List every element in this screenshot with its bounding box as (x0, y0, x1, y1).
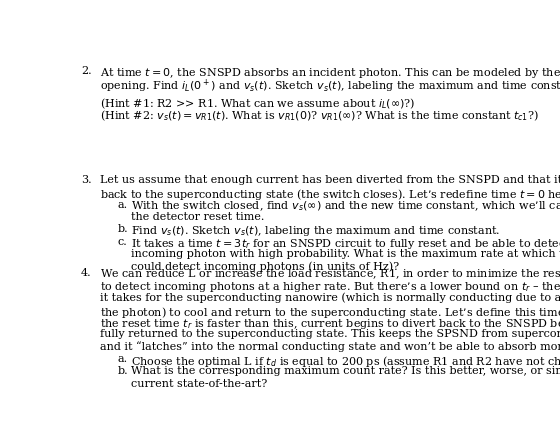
Text: back to the superconducting state (the switch closes). Let’s redefine time $t = : back to the superconducting state (the s… (100, 187, 560, 202)
Text: it takes for the superconducting nanowire (which is normally conducting due to a: it takes for the superconducting nanowir… (100, 292, 560, 303)
Text: With the switch closed, find $v_s(\infty)$ and the new time constant, which we’l: With the switch closed, find $v_s(\infty… (130, 200, 560, 213)
Text: the photon) to cool and return to the superconducting state. Let’s define this t: the photon) to cool and return to the su… (100, 305, 560, 320)
Text: to detect incoming photons at a higher rate. But there’s a lower bound on $t_r$ : to detect incoming photons at a higher r… (100, 280, 560, 294)
Text: Find $v_s(t)$. Sketch $v_s(t)$, labeling the maximum and time constant.: Find $v_s(t)$. Sketch $v_s(t)$, labeling… (130, 224, 500, 238)
Text: opening. Find $i_L(0^+)$ and $v_s(t)$. Sketch $v_s(t)$, labeling the maximum and: opening. Find $i_L(0^+)$ and $v_s(t)$. S… (100, 78, 560, 95)
Text: could detect incoming photons (in units of Hz)?: could detect incoming photons (in units … (130, 261, 399, 272)
Text: It takes a time $t = 3t_r$ for an SNSPD circuit to fully reset and be able to de: It takes a time $t = 3t_r$ for an SNSPD … (130, 237, 560, 250)
Text: 2.: 2. (81, 66, 91, 76)
Text: b.: b. (118, 224, 128, 234)
Text: incoming photon with high probability. What is the maximum rate at which we: incoming photon with high probability. W… (130, 249, 560, 259)
Text: a.: a. (118, 200, 128, 210)
Text: the reset time $t_r$ is faster than this, current begins to divert back to the S: the reset time $t_r$ is faster than this… (100, 317, 560, 331)
Text: b.: b. (118, 366, 128, 376)
Text: Choose the optimal L if $t_d$ is equal to 200 ps (assume R1 and R2 have not chan: Choose the optimal L if $t_d$ is equal t… (130, 354, 560, 369)
Text: 4.: 4. (81, 268, 91, 278)
Text: (Hint #1: R2 >> R1. What can we assume about $i_L(\infty)$?): (Hint #1: R2 >> R1. What can we assume a… (100, 97, 415, 111)
Text: current state-of-the-art?: current state-of-the-art? (130, 378, 267, 389)
Text: At time $t = 0$, the SNSPD absorbs an incident photon. This can be modeled by th: At time $t = 0$, the SNSPD absorbs an in… (100, 66, 560, 80)
Text: Let us assume that enough current has been diverted from the SNSPD and that it c: Let us assume that enough current has be… (100, 175, 560, 185)
Text: fully returned to the superconducting state. This keeps the SPSND from supercond: fully returned to the superconducting st… (100, 329, 560, 340)
Text: a.: a. (118, 354, 128, 364)
Text: What is the corresponding maximum count rate? Is this better, worse, or similar : What is the corresponding maximum count … (130, 366, 560, 376)
Text: (Hint #2: $v_s(t) = v_{R1}(t)$. What is $v_{R1}(0)$? $v_{R1}(\infty)$? What is t: (Hint #2: $v_s(t) = v_{R1}(t)$. What is … (100, 109, 538, 123)
Text: the detector reset time.: the detector reset time. (130, 212, 264, 222)
Text: 3.: 3. (81, 175, 91, 185)
Text: and it “latches” into the normal conducting state and won’t be able to absorb mo: and it “latches” into the normal conduct… (100, 342, 560, 352)
Text: c.: c. (118, 237, 128, 247)
Text: We can reduce L or increase the load resistance, R1, in order to minimize the re: We can reduce L or increase the load res… (100, 268, 560, 281)
